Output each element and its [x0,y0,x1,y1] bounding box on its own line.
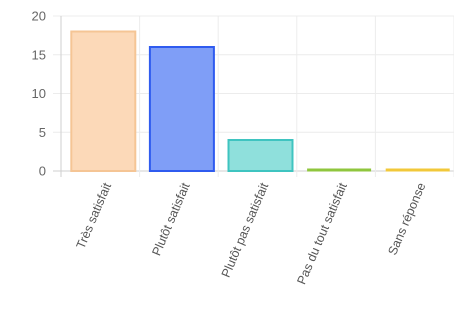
bar [70,30,137,172]
y-axis-ticks: 0 5 10 15 20 [32,9,46,179]
y-tick-label: 20 [32,9,46,24]
x-category-label: Plutôt satisfait [149,180,192,258]
x-category-label: Pas du tout satisfait [294,180,350,286]
x-category-label: Sans réponse [385,181,428,258]
y-tick-label: 0 [39,164,46,179]
x-category-label: Très satisfait [74,180,115,251]
y-tick-label: 5 [39,125,46,140]
bar [148,46,215,172]
x-category-label: Plutôt pas satisfait [219,180,272,279]
x-axis-labels: Très satisfait Plutôt satisfait Plutôt pas… [74,180,429,286]
y-tick-label: 10 [32,86,46,101]
y-tick-label: 15 [32,47,46,62]
bar-layer [70,30,450,172]
bar [227,139,294,172]
